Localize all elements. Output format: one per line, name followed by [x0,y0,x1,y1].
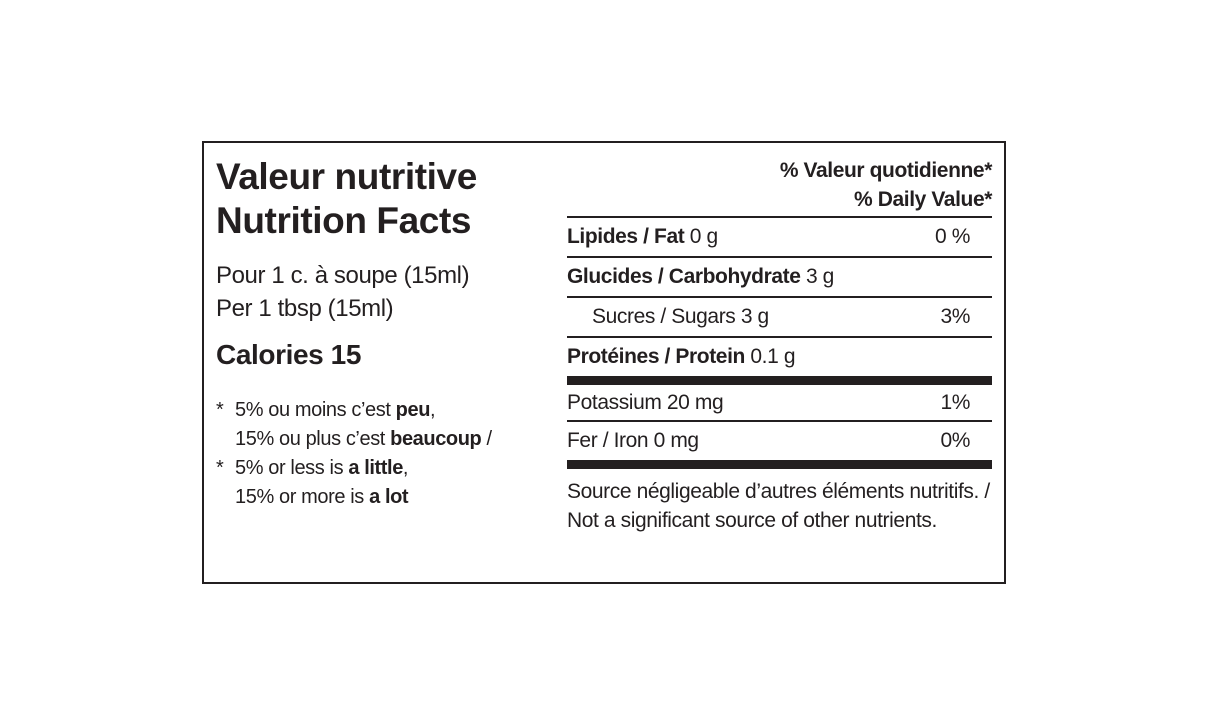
text: 5% ou moins c’est [235,399,396,421]
marker: * [216,399,224,421]
title-fr: Valeur nutritive [216,156,477,197]
label: Potassium 20 mg [567,390,724,414]
label: Protéines / Protein [567,345,745,368]
serving-fr: Pour 1 c. à soupe (15ml) [216,262,470,289]
text: 15% or more is [235,486,370,508]
text: % Valeur quotidienne [779,159,985,182]
footnote-line: * 5% or less is a little, [216,454,492,483]
row: Potassium 20 mg 1% [567,376,992,420]
title-en: Nutrition Facts [216,200,472,241]
row: Sucres / Sugars 3 g 3% [567,296,992,336]
nutrition-label: Valeur nutritive Nutrition Facts Pour 1 … [202,141,1006,584]
amount: 3 g [805,265,834,288]
marker: * [984,188,992,211]
footnote-line: * 5% ou moins c’est peu, [216,396,492,425]
dv: 3% [940,305,970,328]
text: peu [395,399,431,421]
footnote-line: 15% or more is a lot [216,483,492,512]
dv: 0% [940,429,970,452]
footnote: * 5% ou moins c’est peu, 15% ou plus c’es… [216,396,492,512]
marker: * [216,457,224,479]
row: Lipides / Fat 0 g 0 % [567,216,992,256]
row: Glucides / Carbohydrate 3 g [567,256,992,296]
amount: 0 g [689,225,718,248]
text: , [430,399,436,421]
label: Sucres / Sugars 3 g [592,305,769,328]
dv: 0 % [935,225,970,248]
text: 15% ou plus c’est [235,428,391,450]
dv-header-fr: % Valeur quotidienne* [567,156,993,185]
footnote-line: 15% ou plus c’est beaucoup / [216,425,492,454]
text: , [402,457,409,479]
text: beaucoup [390,428,482,450]
marker: * [984,159,992,182]
text: a little [348,457,403,479]
serving-en: Per 1 tbsp (15ml) [216,295,394,322]
dv-header-en: % Daily Value* [567,185,992,214]
nutrient-table: % Valeur quotidienne* % Daily Value* Lip… [567,143,992,535]
amount: 0.1 g [750,345,796,368]
text: % Daily Value [854,188,985,211]
note: Source négligeable d’autres éléments nut… [567,460,992,535]
row: Fer / Iron 0 mg 0% [567,420,992,460]
label: Glucides / Carbohydrate [567,265,801,288]
label: Fer / Iron 0 mg [567,429,699,452]
label: Lipides / Fat [567,225,685,248]
text: a lot [369,486,409,508]
text: 5% or less is [235,457,349,479]
row: Protéines / Protein 0.1 g [567,336,992,376]
dv: 1% [940,390,970,414]
calories: Calories 15 [216,339,362,370]
text: / [481,428,493,450]
